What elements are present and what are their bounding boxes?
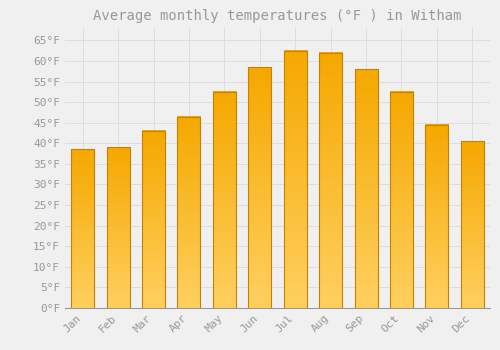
Bar	[390, 92, 413, 308]
Bar	[71, 149, 94, 308]
Bar	[354, 69, 378, 308]
Bar	[426, 125, 448, 308]
Bar	[461, 141, 484, 308]
Title: Average monthly temperatures (°F ) in Witham: Average monthly temperatures (°F ) in Wi…	[93, 9, 462, 23]
Bar	[213, 92, 236, 308]
Bar	[142, 131, 165, 308]
Bar	[178, 117, 201, 308]
Bar	[284, 51, 306, 308]
Bar	[319, 53, 342, 308]
Bar	[106, 147, 130, 308]
Bar	[248, 67, 272, 308]
